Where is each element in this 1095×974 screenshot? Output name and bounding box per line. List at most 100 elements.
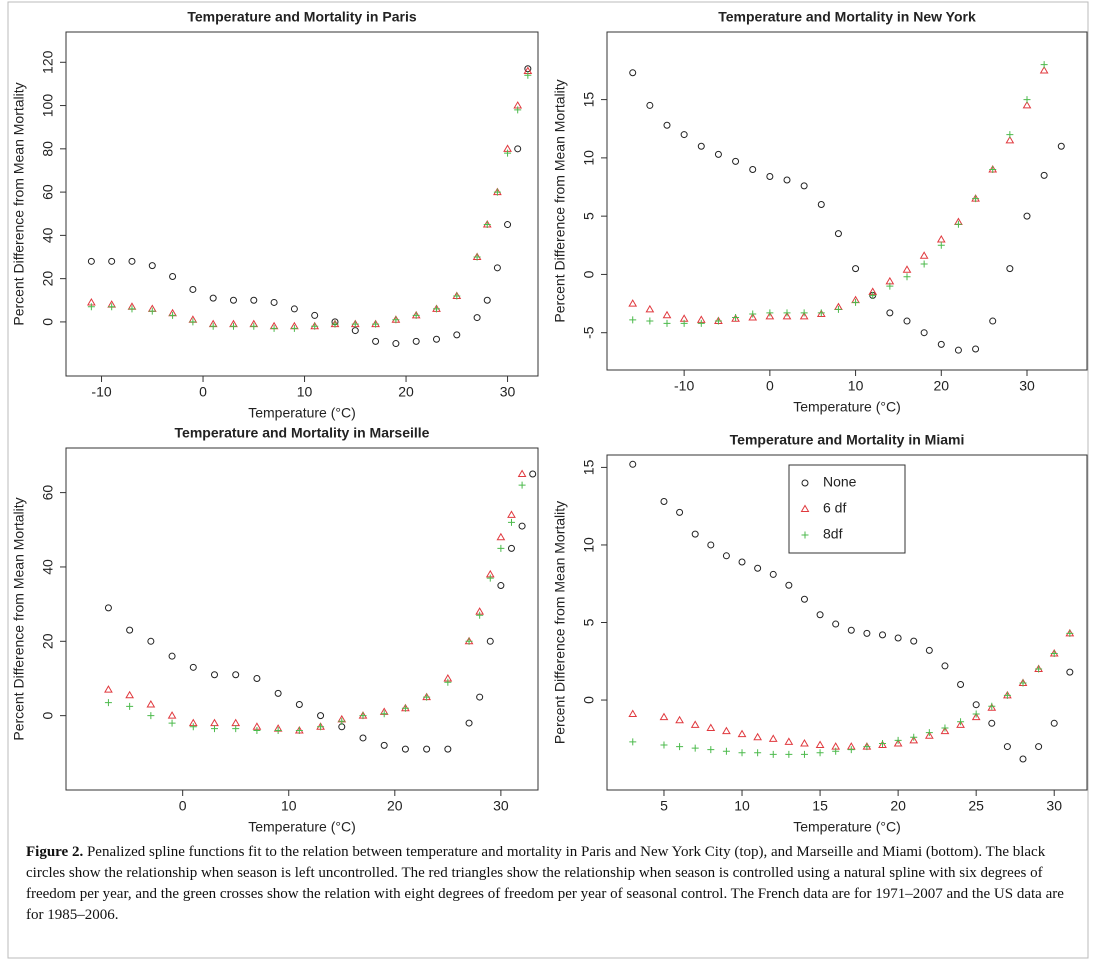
data-point xyxy=(972,345,980,353)
data-point xyxy=(311,311,319,319)
data-point xyxy=(126,626,134,634)
y-axis-title: Percent Difference from Mean Mortality xyxy=(552,501,568,744)
data-point xyxy=(504,221,512,228)
data-point xyxy=(189,318,197,326)
y-tick-label: 40 xyxy=(40,227,56,243)
data-point xyxy=(936,234,946,243)
data-point xyxy=(629,316,637,324)
x-tick-label: 10 xyxy=(848,378,864,394)
data-point xyxy=(465,637,473,645)
data-point xyxy=(128,257,136,265)
data-point xyxy=(1005,135,1015,144)
data-point xyxy=(317,723,325,731)
data-point xyxy=(483,221,491,229)
data-point xyxy=(738,558,746,566)
data-point xyxy=(453,331,461,339)
data-point xyxy=(834,230,842,238)
data-point xyxy=(972,195,980,203)
x-tick-label: 10 xyxy=(297,384,313,400)
data-point xyxy=(972,710,980,718)
y-tick-label: 0 xyxy=(581,270,597,278)
y-tick-label: 0 xyxy=(581,696,597,704)
legend-marker xyxy=(801,531,809,539)
data-point xyxy=(392,316,400,324)
x-tick-label: 10 xyxy=(281,798,297,814)
legend-label: None xyxy=(823,474,857,490)
data-point xyxy=(629,69,637,77)
data-point xyxy=(732,314,740,322)
data-point xyxy=(754,564,762,572)
data-point xyxy=(401,745,409,753)
data-point xyxy=(847,626,855,634)
data-point xyxy=(1066,629,1074,637)
data-point xyxy=(1039,65,1049,74)
data-point xyxy=(517,469,527,478)
data-point xyxy=(270,324,278,332)
data-point xyxy=(496,532,506,541)
data-point xyxy=(783,176,791,184)
data-point xyxy=(524,71,532,79)
y-tick-label: 80 xyxy=(40,141,56,157)
y-tick-label: 0 xyxy=(40,318,56,326)
data-point xyxy=(659,712,669,721)
data-point xyxy=(749,310,757,318)
data-point xyxy=(799,311,809,320)
data-point xyxy=(940,726,950,735)
data-point xyxy=(886,309,894,317)
data-point xyxy=(869,291,877,299)
data-point xyxy=(167,711,177,719)
y-tick-label: 40 xyxy=(40,559,56,575)
figure-frame xyxy=(7,1,1089,959)
data-point xyxy=(473,314,481,322)
data-point xyxy=(126,702,134,710)
x-tick-label: 0 xyxy=(199,384,207,400)
data-point xyxy=(707,541,715,549)
data-point xyxy=(680,131,688,138)
data-point xyxy=(766,173,774,180)
y-tick-label: 120 xyxy=(40,50,56,74)
data-point xyxy=(514,106,522,114)
data-point xyxy=(956,720,965,728)
data-point xyxy=(229,322,237,330)
data-point xyxy=(359,712,367,720)
data-point xyxy=(783,309,791,317)
data-point xyxy=(879,739,887,747)
data-point xyxy=(1040,171,1048,179)
data-point xyxy=(816,309,826,318)
data-point xyxy=(351,320,359,328)
data-point xyxy=(507,510,516,518)
data-point xyxy=(800,750,808,758)
data-point xyxy=(189,723,197,731)
data-point xyxy=(412,337,420,345)
data-point xyxy=(1050,650,1058,658)
data-point xyxy=(351,327,359,334)
data-point xyxy=(675,715,684,724)
x-tick-label: 5 xyxy=(660,798,668,814)
data-point xyxy=(817,201,825,208)
data-point xyxy=(210,725,218,733)
x-tick-label: -10 xyxy=(674,378,694,394)
data-point xyxy=(169,273,177,280)
data-point xyxy=(988,702,996,710)
data-point xyxy=(250,296,258,304)
data-point xyxy=(629,738,637,746)
x-axis-title: Temperature (°C) xyxy=(248,819,356,835)
data-point xyxy=(1057,142,1065,150)
data-point xyxy=(412,311,420,319)
data-point xyxy=(886,282,894,290)
data-point xyxy=(754,749,762,757)
data-point xyxy=(785,750,793,758)
data-point xyxy=(628,709,638,718)
data-point xyxy=(629,460,637,468)
data-point xyxy=(372,320,380,328)
caption: Figure 2. Penalized spline functions fit… xyxy=(26,842,1066,926)
data-point xyxy=(800,309,808,317)
data-point xyxy=(465,719,473,727)
data-point xyxy=(125,690,135,699)
data-point xyxy=(707,746,715,754)
data-point xyxy=(1019,679,1027,687)
data-point xyxy=(231,718,241,727)
data-point xyxy=(902,265,912,273)
data-point xyxy=(147,712,155,720)
data-point xyxy=(954,220,962,228)
